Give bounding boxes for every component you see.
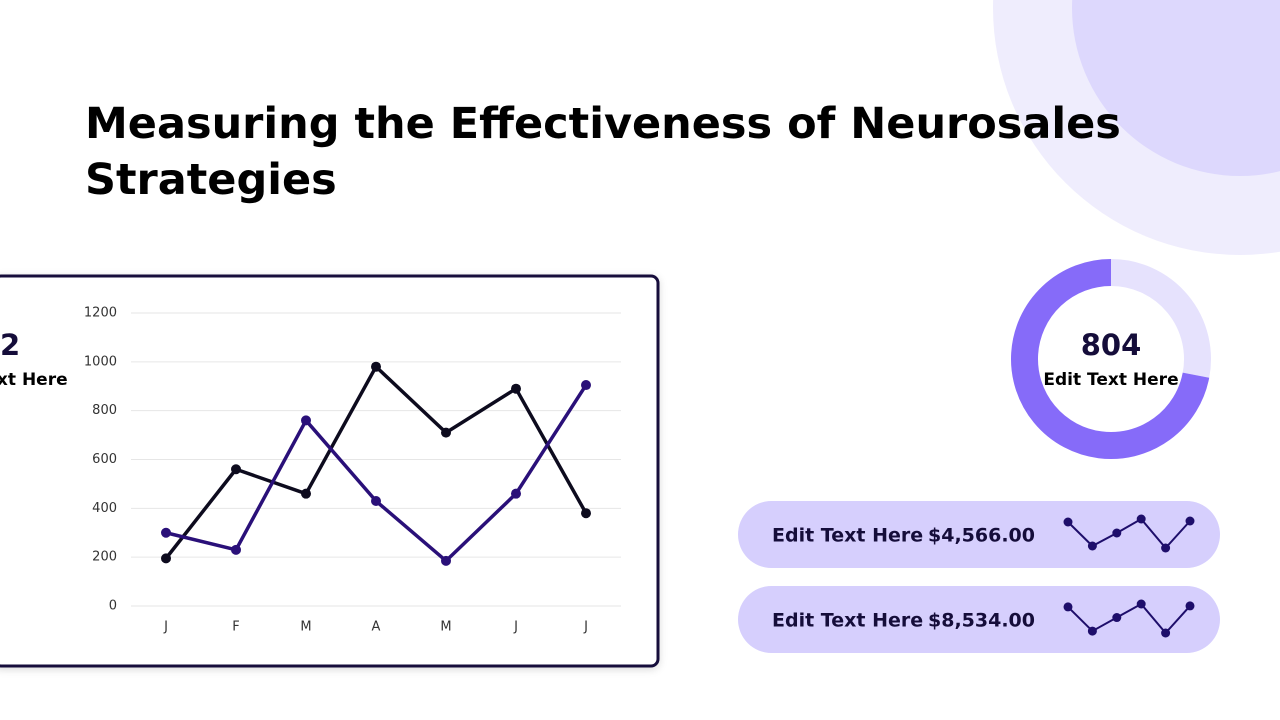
y-tick-label: 400 xyxy=(92,501,117,516)
donut-label: Edit Text Here xyxy=(1043,370,1178,390)
point xyxy=(511,488,521,499)
point xyxy=(581,380,591,391)
title-line: Measuring the Effectiveness of Neurosale… xyxy=(85,99,1121,205)
point xyxy=(301,488,311,499)
donut-label: Edit Text Here xyxy=(0,370,68,390)
y-tick-label: 200 xyxy=(92,550,117,565)
point xyxy=(581,508,591,519)
x-tick-label: J xyxy=(513,620,518,635)
point xyxy=(231,544,241,555)
x-tick-label: J xyxy=(583,620,588,635)
x-tick-label: M xyxy=(300,620,311,635)
y-tick-label: 1000 xyxy=(84,354,117,369)
point xyxy=(441,427,451,438)
sparkline xyxy=(1067,517,1191,550)
sparkline xyxy=(1067,602,1191,635)
x-tick-label: F xyxy=(232,620,239,635)
spark-point xyxy=(1087,541,1097,551)
point xyxy=(301,415,311,426)
charts: 0 200 400 600 800 1000 1200 J F M A M J J 804 Edit Text… xyxy=(0,259,1211,638)
y-tick-label: 600 xyxy=(92,452,117,467)
spark-point xyxy=(1136,514,1146,524)
point xyxy=(441,555,451,566)
y-tick-label: 800 xyxy=(92,403,117,418)
point xyxy=(511,383,521,394)
point xyxy=(371,361,381,372)
point xyxy=(371,496,381,507)
pill-label: Edit Text Here xyxy=(772,525,923,547)
spark-point xyxy=(1136,599,1146,609)
donut-segment xyxy=(1110,259,1211,378)
pill-amount: $4,566.00 xyxy=(928,525,1035,547)
x-tick-label: J xyxy=(163,620,168,635)
spark-point xyxy=(1185,516,1195,526)
spark-point xyxy=(1063,517,1073,527)
donut-value: 804 xyxy=(1081,328,1142,362)
x-tick-label: M xyxy=(440,620,451,635)
x-tick-label: A xyxy=(372,620,381,635)
y-tick-label: 0 xyxy=(109,599,117,614)
spark-point xyxy=(1112,528,1122,538)
point xyxy=(161,527,171,538)
spark-point xyxy=(1112,613,1122,623)
point xyxy=(231,464,241,475)
chart-card xyxy=(0,274,660,668)
spark-point xyxy=(1161,628,1171,638)
pill-amount: $8,534.00 xyxy=(928,610,1035,632)
donut-value: 32 xyxy=(0,328,20,362)
spark-point xyxy=(1161,543,1171,553)
spark-point xyxy=(1185,601,1195,611)
stat-pill xyxy=(738,586,1220,653)
donut-segment xyxy=(1011,259,1210,459)
spark-point xyxy=(1063,602,1073,612)
decor-circle xyxy=(1072,0,1280,176)
spark-point xyxy=(1087,626,1097,636)
pill-label: Edit Text Here xyxy=(772,610,923,632)
stat-pill xyxy=(738,501,1220,568)
point xyxy=(161,553,171,564)
y-tick-label: 1200 xyxy=(84,306,117,321)
